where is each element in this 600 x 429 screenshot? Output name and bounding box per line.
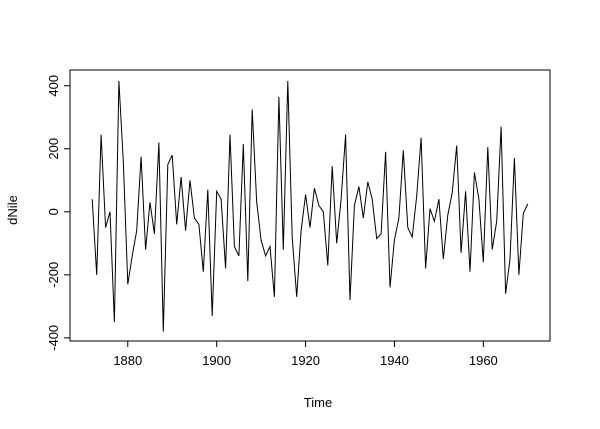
x-tick-label: 1920 (291, 353, 320, 368)
x-axis: 1880 1900 1920 1940 1960 (113, 340, 498, 368)
y-axis-label: dNile (5, 195, 20, 225)
x-tick-label: 1900 (202, 353, 231, 368)
x-tick-label: 1960 (469, 353, 498, 368)
x-tick-label: 1940 (380, 353, 409, 368)
series-line (91, 80, 529, 332)
y-tick-label: 400 (46, 75, 61, 97)
y-tick-label: -200 (46, 262, 61, 288)
y-tick-label: -400 (46, 325, 61, 351)
x-tick-label: 1880 (113, 353, 142, 368)
y-axis: -400 -200 0 200 400 (46, 75, 71, 351)
plot-frame (69, 69, 551, 342)
y-tick-label: 0 (46, 208, 61, 215)
y-tick-label: 200 (46, 138, 61, 160)
x-axis-label: Time (304, 395, 332, 410)
